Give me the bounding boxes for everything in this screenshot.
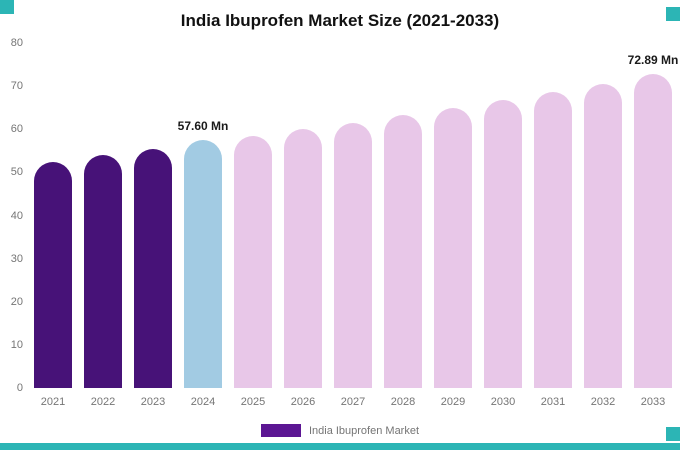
x-axis-label: 2028 (390, 396, 416, 408)
x-axis-label: 2021 (40, 396, 66, 408)
bar-2023 (134, 148, 172, 388)
bar-2024 (184, 139, 222, 388)
y-axis-tick-label: 50 (10, 166, 23, 179)
y-axis-tick-label: 70 (10, 80, 23, 93)
y-axis-tick-label: 60 (10, 123, 23, 136)
bar-column: 2023 (134, 43, 172, 408)
bar-2022 (84, 155, 122, 388)
bar-column: 2022 (84, 43, 122, 408)
bar-column: 2025 (234, 43, 272, 408)
bar-column: 2030 (484, 43, 522, 408)
bar-column: 2021 (34, 43, 72, 408)
y-axis-tick-label: 80 (10, 37, 23, 49)
x-axis-label: 2023 (140, 396, 166, 408)
bar-column: 2028 (384, 43, 422, 408)
x-axis-label: 2024 (190, 396, 216, 408)
plot-area: 2021 2022 2023 57.60 Mn 2024 2025 2026 2027 2028… (28, 43, 679, 408)
bar-2028 (384, 115, 422, 388)
x-axis-label: 2031 (540, 396, 566, 408)
bar-column: 2027 (334, 43, 372, 408)
bar-2021 (34, 161, 72, 388)
bar-2029 (434, 107, 472, 388)
bar-column: 2031 (534, 43, 572, 408)
bar-2032 (584, 84, 622, 388)
bar-2033 (634, 73, 672, 388)
bar-2026 (284, 129, 322, 388)
teal-accent-top-right (666, 7, 680, 21)
y-axis: 0 10 20 30 40 50 60 70 80 (0, 0, 23, 450)
y-axis-tick-label: 30 (10, 252, 23, 265)
bar-column: 57.60 Mn 2024 (178, 43, 229, 408)
teal-accent-top-left (0, 0, 14, 14)
x-axis-label: 2026 (290, 396, 316, 408)
teal-accent-bottom-right (666, 427, 680, 441)
chart-title: India Ibuprofen Market Size (2021-2033) (180, 11, 500, 30)
x-axis-label: 2033 (640, 396, 666, 408)
bar-value-label: 72.89 Mn (627, 52, 679, 67)
x-axis-label: 2022 (90, 396, 116, 408)
legend: India Ibuprofen Market (0, 424, 680, 437)
x-axis-label: 2030 (490, 396, 516, 408)
x-axis-label: 2032 (590, 396, 616, 408)
legend-label: India Ibuprofen Market (308, 424, 420, 437)
y-axis-tick-label: 10 (10, 338, 23, 351)
y-axis-tick-label: 0 (16, 382, 23, 394)
x-axis-label: 2029 (440, 396, 466, 408)
bar-column: 2032 (584, 43, 622, 408)
bar-column: 2029 (434, 43, 472, 408)
x-axis-label: 2025 (240, 396, 266, 408)
teal-bottom-strip (0, 443, 680, 450)
y-axis-tick-label: 20 (10, 295, 23, 308)
bar-2025 (234, 135, 272, 388)
legend-swatch (260, 424, 301, 437)
bar-2030 (484, 99, 522, 388)
bar-value-label: 57.60 Mn (177, 118, 229, 133)
bar-column: 2026 (284, 43, 322, 408)
bar-column: 72.89 Mn 2033 (628, 43, 679, 408)
x-axis-label: 2027 (340, 396, 366, 408)
y-axis-tick-label: 40 (10, 209, 23, 222)
bar-2031 (534, 91, 572, 388)
bar-2027 (334, 122, 372, 388)
